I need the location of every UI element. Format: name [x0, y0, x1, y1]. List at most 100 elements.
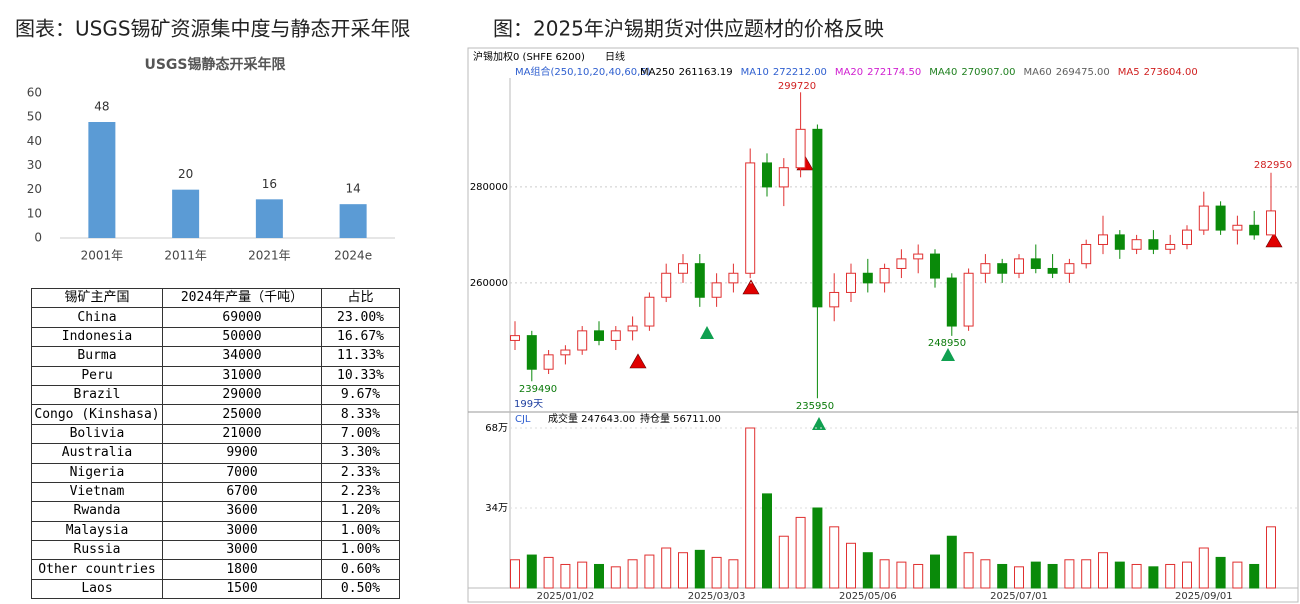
- candle-body: [1165, 243, 1176, 250]
- candle-body: [627, 325, 638, 332]
- candle-body: [644, 296, 655, 327]
- candle-body: [510, 335, 520, 341]
- volume-bar: [1081, 559, 1092, 589]
- candle-body: [930, 253, 940, 279]
- table-cell: 3000: [162, 540, 322, 561]
- candle-body: [1014, 258, 1024, 274]
- volume-bar: [594, 563, 604, 589]
- x-tick-label: 2011年: [164, 249, 207, 263]
- x-tick-label: 2001年: [81, 249, 124, 263]
- table-cell: 11.33%: [321, 346, 400, 367]
- table-cell: 2024年产量（千吨）: [162, 287, 322, 309]
- volume-bar: [846, 542, 856, 589]
- table-row: Nigeria 7000 2.33%: [31, 462, 400, 483]
- table-cell: Indonesia: [31, 326, 163, 348]
- candle-body: [795, 128, 806, 169]
- low-label: 248950: [928, 338, 966, 349]
- data-label: 48: [94, 100, 109, 114]
- candle-body: [594, 330, 604, 341]
- signal-markers: [629, 155, 1283, 369]
- volume-bar: [1047, 563, 1058, 589]
- volume-bar: [1014, 566, 1024, 589]
- candle-body: [1249, 224, 1260, 236]
- ma-label: MA组合(250,10,20,40,60,5): [515, 65, 651, 78]
- x-tick-label: 2025/01/02: [537, 591, 595, 602]
- indicator-name: MA250: [640, 67, 675, 78]
- table-cell: 10.33%: [321, 365, 400, 386]
- bar: [339, 204, 367, 238]
- volume-bar: [946, 535, 957, 589]
- candle-body: [829, 291, 840, 308]
- volume-bar: [1131, 563, 1142, 589]
- indicator-name: MA60: [1023, 67, 1051, 78]
- table-cell: 8.33%: [321, 404, 400, 425]
- candle-body: [896, 258, 907, 269]
- volume-bar: [862, 552, 873, 589]
- table-row: Malaysia 3000 1.00%: [31, 520, 400, 542]
- table-cell: Laos: [31, 578, 163, 600]
- candle-body: [543, 354, 554, 370]
- left-title: 图表：USGS锡矿资源集中度与静态开采年限: [15, 17, 411, 41]
- table-row: Australia 9900 3.30%: [31, 443, 400, 464]
- candle-body: [1047, 267, 1058, 274]
- buy-signal: [941, 348, 955, 361]
- table-cell: Australia: [31, 443, 163, 464]
- volume-bar: [1064, 559, 1075, 589]
- candle-body: [1081, 243, 1092, 265]
- data-label: 20: [178, 167, 193, 181]
- table-cell: 3.30%: [321, 443, 400, 464]
- indicator-name: MA10: [741, 67, 769, 78]
- indicator-value: 270907.00: [961, 67, 1015, 78]
- table-cell: Vietnam: [31, 481, 163, 503]
- volume-bar: [1114, 561, 1125, 589]
- table-row: Other countries 1800 0.60%: [31, 559, 400, 580]
- volume-bar: [745, 427, 756, 589]
- volume-bar: [1165, 563, 1176, 589]
- table-cell: 0.60%: [321, 559, 400, 580]
- table-row: Bolivia 21000 7.00%: [31, 423, 400, 445]
- sell-signal: [629, 353, 647, 369]
- table-cell: Peru: [31, 365, 163, 386]
- candle-body: [1182, 229, 1192, 245]
- candle-body: [1215, 205, 1226, 231]
- table-row: China 69000 23.00%: [31, 307, 400, 328]
- volume-bar: [812, 507, 823, 589]
- candle-body: [1030, 258, 1041, 269]
- candle-body: [1131, 239, 1142, 250]
- y-tick-label: 60: [27, 86, 42, 100]
- volume-bar: [678, 552, 688, 589]
- y-tick-label: 40: [27, 134, 42, 148]
- table-cell: 6700: [162, 481, 322, 503]
- volume-bar: [1030, 561, 1041, 589]
- candle-body: [963, 272, 974, 327]
- candle-body: [1064, 263, 1075, 274]
- indicator-name: MA40: [929, 67, 957, 78]
- y-tick-label: 20: [27, 182, 42, 196]
- volume-bar: [963, 552, 974, 589]
- table-cell: 3600: [162, 501, 322, 522]
- bar: [172, 189, 200, 238]
- volume-bar: [526, 554, 537, 589]
- low-label: 239490: [519, 384, 557, 395]
- volume-bar: [762, 493, 772, 589]
- table-cell: 7000: [162, 462, 322, 483]
- bar: [255, 199, 283, 238]
- production-table: 锡矿主产国 2024年产量（千吨） 占比 China 69000 23.00% Indone…: [31, 287, 400, 600]
- volume-bar: [644, 554, 655, 589]
- y-tick-label: 0: [34, 231, 42, 245]
- table-cell: 2.23%: [321, 481, 400, 503]
- indicator-name: MA20: [835, 67, 863, 78]
- volume-bar: [1215, 556, 1226, 589]
- table-cell: Brazil: [31, 384, 163, 406]
- volume-bar: [896, 561, 907, 589]
- volume-text: 成交量 247643.00: [548, 412, 635, 425]
- x-tick-label: 2025/07/01: [990, 591, 1048, 602]
- volume-bar: [510, 559, 520, 589]
- indicator-value: 261163.19: [679, 67, 733, 78]
- candle-body: [762, 162, 772, 188]
- y-tick-label: 30: [27, 158, 42, 172]
- table-cell: 锡矿主产国: [31, 287, 163, 309]
- table-cell: 占比: [321, 287, 400, 309]
- table-cell: Congo (Kinshasa): [31, 404, 163, 425]
